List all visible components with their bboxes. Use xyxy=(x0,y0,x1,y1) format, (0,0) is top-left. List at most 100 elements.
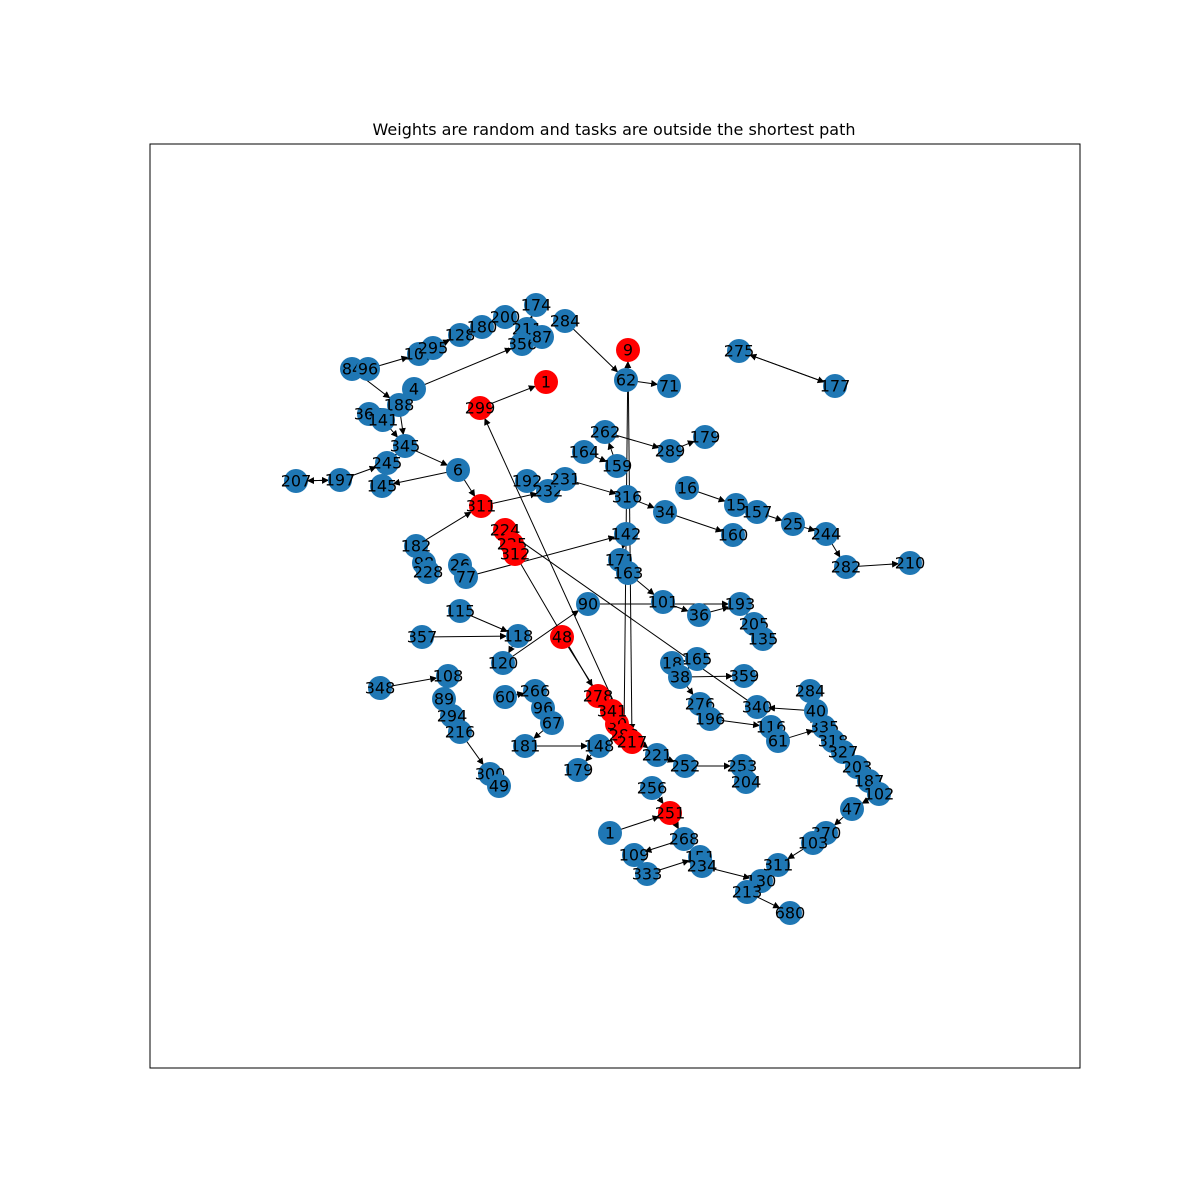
graph-node: 289 xyxy=(655,439,686,463)
graph-node: 163 xyxy=(613,561,644,585)
graph-node: 295 xyxy=(418,336,449,360)
node-label: 216 xyxy=(445,723,476,742)
graph-node: 284 xyxy=(550,309,581,333)
node-label: 87 xyxy=(532,328,552,347)
node-label: 228 xyxy=(413,563,444,582)
graph-node: 299 xyxy=(465,396,496,420)
graph-node: 16 xyxy=(675,476,699,500)
node-label: 62 xyxy=(616,371,636,390)
node-label: 109 xyxy=(619,846,650,865)
graph-node: 179 xyxy=(690,425,721,449)
node-label: 159 xyxy=(602,457,633,476)
chart-title: Weights are random and tasks are outside… xyxy=(373,120,856,139)
graph-node: 157 xyxy=(742,500,773,524)
graph-node: 9 xyxy=(616,338,640,362)
graph-node: 34 xyxy=(653,500,677,524)
node-label: 36 xyxy=(689,606,709,625)
graph-node: 103 xyxy=(798,831,829,855)
graph-node: 47 xyxy=(840,797,864,821)
node-label: 275 xyxy=(724,342,755,361)
graph-node: 40 xyxy=(804,699,828,723)
node-label: 312 xyxy=(500,545,531,564)
node-label: 282 xyxy=(831,558,862,577)
graph-node: 71 xyxy=(657,374,681,398)
node-label: 262 xyxy=(590,423,621,442)
graph-node: 341 xyxy=(597,699,628,723)
node-label: 48 xyxy=(552,628,572,647)
node-label: 90 xyxy=(578,595,598,614)
graph-node: 160 xyxy=(718,523,749,547)
graph-node: 60 xyxy=(493,685,517,709)
graph-node: 252 xyxy=(670,754,701,778)
node-label: 284 xyxy=(795,682,826,701)
graph-node: 118 xyxy=(503,624,534,648)
node-label: 61 xyxy=(768,732,788,751)
graph-node: 120 xyxy=(488,651,519,675)
node-label: 141 xyxy=(368,411,399,430)
graph-node: 312 xyxy=(500,542,531,566)
node-label: 67 xyxy=(542,714,562,733)
node-label: 295 xyxy=(418,339,449,358)
node-label: 71 xyxy=(659,377,679,396)
node-label: 157 xyxy=(742,503,773,522)
node-label: 244 xyxy=(811,525,842,544)
graph-node: 311 xyxy=(466,494,497,518)
node-label: 47 xyxy=(842,800,862,819)
graph-node: 359 xyxy=(729,664,760,688)
node-label: 197 xyxy=(325,471,356,490)
graph-node: 282 xyxy=(831,555,862,579)
graph-node: 228 xyxy=(413,560,444,584)
edge-38-359 xyxy=(691,676,733,677)
graph-node: 90 xyxy=(576,592,600,616)
node-label: 196 xyxy=(695,710,726,729)
node-label: 234 xyxy=(687,857,718,876)
graph-node: 141 xyxy=(368,408,399,432)
node-label: 193 xyxy=(725,595,756,614)
graph-node: 256 xyxy=(637,776,668,800)
graph-node: 213 xyxy=(732,880,763,904)
node-label: 210 xyxy=(895,554,926,573)
node-label: 357 xyxy=(407,628,438,647)
node-label: 284 xyxy=(550,312,581,331)
node-label: 160 xyxy=(718,526,749,545)
node-label: 163 xyxy=(613,564,644,583)
node-label: 108 xyxy=(433,667,464,686)
graph-node: 204 xyxy=(731,770,762,794)
node-label: 77 xyxy=(456,568,476,587)
graph-node: 193 xyxy=(725,592,756,616)
node-label: 207 xyxy=(281,472,312,491)
node-label: 165 xyxy=(682,650,713,669)
node-label: 38 xyxy=(670,668,690,687)
node-label: 120 xyxy=(488,654,519,673)
node-label: 252 xyxy=(670,757,701,776)
node-label: 181 xyxy=(510,737,541,756)
node-label: 174 xyxy=(521,296,552,315)
graph-node: 216 xyxy=(445,720,476,744)
graph-node: 102 xyxy=(864,782,895,806)
node-label: 348 xyxy=(365,679,396,698)
node-label: 34 xyxy=(655,503,675,522)
graph-node: 164 xyxy=(569,440,600,464)
graph-node: 6 xyxy=(446,458,470,482)
graph-node: 77 xyxy=(454,565,478,589)
node-label: 316 xyxy=(612,488,643,507)
node-label: 299 xyxy=(465,399,496,418)
graph-node: 1 xyxy=(598,821,622,845)
graph-node: 680 xyxy=(775,901,806,925)
graph-node: 340 xyxy=(742,695,773,719)
graph-node: 333 xyxy=(632,862,663,886)
graph-node: 196 xyxy=(695,707,726,731)
node-label: 340 xyxy=(742,698,773,717)
graph-node: 210 xyxy=(895,551,926,575)
node-label: 341 xyxy=(597,702,628,721)
graph-node: 231 xyxy=(550,467,581,491)
graph-node: 197 xyxy=(325,468,356,492)
node-label: 96 xyxy=(358,360,378,379)
node-label: 333 xyxy=(632,865,663,884)
node-label: 217 xyxy=(617,733,648,752)
node-label: 251 xyxy=(655,804,686,823)
node-label: 9 xyxy=(623,341,633,360)
graph-node: 62 xyxy=(614,368,638,392)
